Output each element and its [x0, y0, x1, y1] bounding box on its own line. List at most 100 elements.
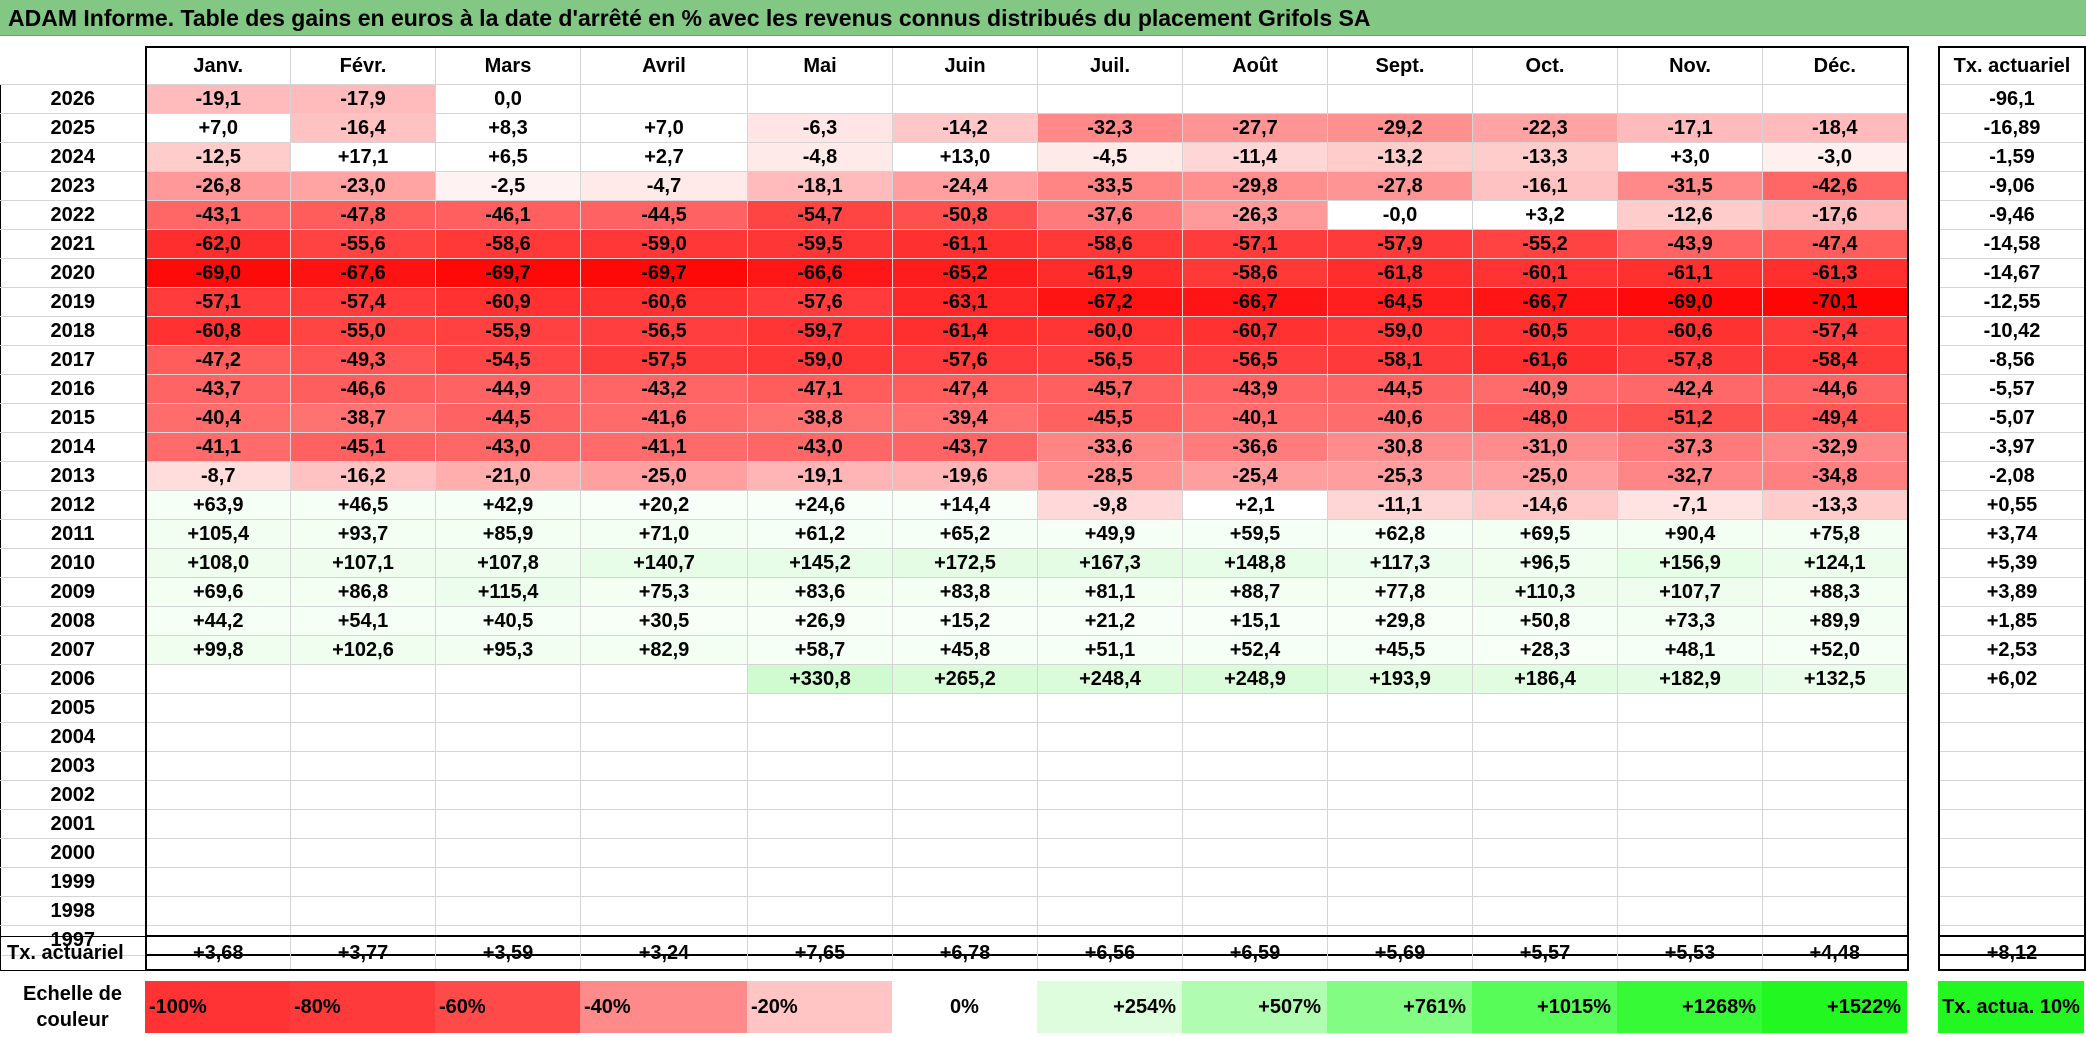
year-cell: 2009: [0, 577, 146, 607]
gain-cell: [144, 838, 291, 868]
gain-cell: [144, 751, 291, 781]
color-scale-step: -80%: [290, 981, 435, 1033]
gain-cell: -55,9: [435, 316, 581, 346]
actuarial-row: -1,59: [1938, 142, 2086, 172]
gain-cell: [1327, 838, 1473, 868]
color-scale-step: 0%: [892, 981, 1037, 1033]
month-header: Août: [1182, 46, 1328, 85]
gain-cell: [1617, 693, 1763, 723]
gain-cell: [1617, 84, 1763, 114]
table-row: 2022 -43,1 -47,8 -46,1 -44,5 -54,7 -50,8 -37,6-…: [0, 200, 1909, 230]
color-scale-step: -40%: [580, 981, 747, 1033]
gain-cell: +44,2: [144, 606, 291, 636]
year-cell: 2001: [0, 809, 146, 839]
year-cell: 2018: [0, 316, 146, 346]
gain-cell: [1762, 84, 1909, 114]
gain-cell: [747, 896, 893, 926]
gain-cell: -45,1: [290, 432, 436, 462]
gain-cell: -54,7: [747, 200, 893, 230]
gain-cell: -57,4: [290, 287, 436, 317]
gain-cell: +156,9: [1617, 548, 1763, 578]
gain-cell: -8,7: [144, 461, 291, 491]
gain-cell: -33,6: [1037, 432, 1183, 462]
actuarial-row: [1938, 780, 2086, 810]
gain-cell: [1327, 867, 1473, 897]
gain-cell: [1617, 780, 1763, 810]
actuarial-cell: [1938, 722, 2086, 752]
footer-value: +3,24: [580, 935, 748, 971]
gain-cell: -2,5: [435, 171, 581, 201]
gain-cell: +107,8: [435, 548, 581, 578]
table-row: 2025 +7,0 -16,4 +8,3 +7,0 -6,3 -14,2 -32,3 -27,7…: [0, 113, 1909, 143]
gain-cell: -61,3: [1762, 258, 1909, 288]
gain-cell: -22,3: [1472, 113, 1618, 143]
actuarial-cell: -1,59: [1938, 142, 2086, 172]
gain-cell: +95,3: [435, 635, 581, 665]
color-scale-step: -60%: [435, 981, 580, 1033]
gain-cell: -27,7: [1182, 113, 1328, 143]
gain-cell: 0,0: [435, 84, 581, 114]
footer-total-value: +8,12: [1938, 935, 2086, 971]
gain-cell: +93,7: [290, 519, 436, 549]
gain-cell: -59,0: [1327, 316, 1473, 346]
gain-cell: -60,8: [144, 316, 291, 346]
gain-cell: [892, 722, 1038, 752]
gain-cell: -37,3: [1617, 432, 1763, 462]
footer-value: +4,48: [1762, 935, 1909, 971]
gain-cell: +7,0: [580, 113, 748, 143]
month-header: Oct.: [1472, 46, 1618, 85]
gain-cell: -32,7: [1617, 461, 1763, 491]
month-header: Févr.: [290, 46, 436, 85]
gain-cell: [1617, 722, 1763, 752]
gain-cell: -16,4: [290, 113, 436, 143]
gain-cell: +61,2: [747, 519, 893, 549]
gain-cell: [1762, 780, 1909, 810]
gain-cell: -43,0: [435, 432, 581, 462]
footer-actuarial-row: Tx. actuariel +3,68 +3,77 +3,59 +3,24 +7,65 +6…: [0, 935, 1909, 971]
gain-cell: [1617, 838, 1763, 868]
gain-cell: -28,5: [1037, 461, 1183, 491]
color-scale-row: Echelle de couleur -100% -80% -60% -40% -20% 0…: [0, 981, 1907, 1033]
gain-cell: -11,4: [1182, 142, 1328, 172]
actuarial-row: +0,55: [1938, 490, 2086, 520]
gain-cell: -43,9: [1182, 374, 1328, 404]
year-cell: 2007: [0, 635, 146, 665]
gain-cell: -64,5: [1327, 287, 1473, 317]
gain-cell: +51,1: [1037, 635, 1183, 665]
actuarial-cell: +2,53: [1938, 635, 2086, 665]
gain-cell: [1182, 838, 1328, 868]
gain-cell: [1182, 722, 1328, 752]
year-cell: 2011: [0, 519, 146, 549]
table-row: 2015 -40,4 -38,7 -44,5 -41,6 -38,8 -39,4 -45,5-…: [0, 403, 1909, 433]
gain-cell: [892, 867, 1038, 897]
actuarial-row: +3,74: [1938, 519, 2086, 549]
gain-cell: -57,6: [747, 287, 893, 317]
gain-cell: [1037, 780, 1183, 810]
actuarial-cell: +3,89: [1938, 577, 2086, 607]
gain-cell: -55,0: [290, 316, 436, 346]
gain-cell: -58,4: [1762, 345, 1909, 375]
table-row: 2013 -8,7 -16,2 -21,0 -25,0 -19,1 -19,6 -28,5 -2…: [0, 461, 1909, 491]
gain-cell: -41,1: [580, 432, 748, 462]
gain-cell: [1472, 867, 1618, 897]
color-scale-step: +1268%: [1617, 981, 1762, 1033]
actuarial-row: -9,06: [1938, 171, 2086, 201]
gain-cell: [1762, 809, 1909, 839]
gain-cell: -27,8: [1327, 171, 1473, 201]
gain-cell: -47,4: [892, 374, 1038, 404]
gain-cell: -59,5: [747, 229, 893, 259]
actuarial-row: +1,85: [1938, 606, 2086, 636]
actuarial-cell: -9,06: [1938, 171, 2086, 201]
gain-cell: -0,0: [1327, 200, 1473, 230]
color-scale-step: -20%: [747, 981, 892, 1033]
year-cell: 2008: [0, 606, 146, 636]
gain-cell: [144, 867, 291, 897]
gain-cell: +42,9: [435, 490, 581, 520]
gain-cell: [1182, 751, 1328, 781]
gain-cell: [1472, 751, 1618, 781]
gain-cell: -14,2: [892, 113, 1038, 143]
gain-cell: +86,8: [290, 577, 436, 607]
table-row: 2003: [0, 751, 1909, 781]
actuarial-cell: [1938, 780, 2086, 810]
gain-cell: +96,5: [1472, 548, 1618, 578]
